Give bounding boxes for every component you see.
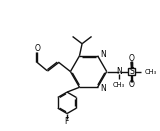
Text: CH₃: CH₃ bbox=[113, 82, 125, 88]
Text: N: N bbox=[116, 67, 122, 76]
Text: O: O bbox=[129, 80, 135, 89]
Bar bbox=[128, 68, 135, 75]
Text: S: S bbox=[129, 67, 134, 76]
Text: CH₃: CH₃ bbox=[144, 69, 156, 75]
Text: N: N bbox=[100, 50, 106, 59]
Text: N: N bbox=[100, 84, 106, 93]
Text: F: F bbox=[64, 117, 69, 126]
Text: O: O bbox=[35, 44, 40, 53]
Text: O: O bbox=[129, 54, 135, 63]
